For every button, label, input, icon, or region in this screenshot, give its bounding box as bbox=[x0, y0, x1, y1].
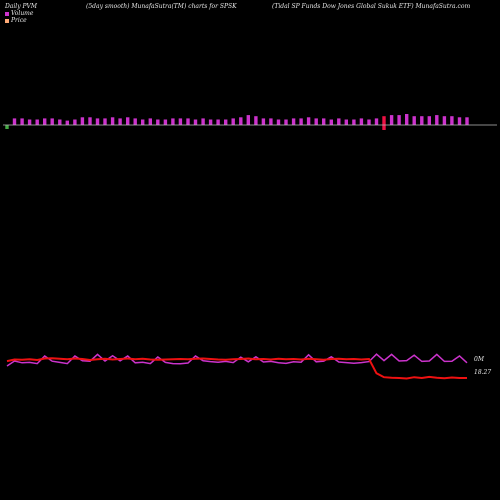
volume-bar bbox=[397, 115, 401, 125]
volume-bar bbox=[344, 119, 348, 125]
legend-volume-swatch bbox=[5, 11, 9, 16]
volume-bar bbox=[156, 119, 160, 125]
volume-bar bbox=[457, 117, 462, 125]
volume-bar bbox=[186, 118, 190, 125]
volume-bar bbox=[435, 115, 439, 125]
volume-bar bbox=[208, 119, 213, 125]
volume-bar bbox=[374, 118, 379, 125]
volume-bar bbox=[405, 114, 409, 125]
volume-bar bbox=[239, 117, 243, 125]
volume-bar bbox=[359, 118, 364, 125]
volume-bar bbox=[276, 119, 281, 125]
volume-bar bbox=[148, 118, 152, 125]
volume-bar bbox=[103, 118, 107, 125]
volume-bar bbox=[442, 116, 447, 125]
volume-bar bbox=[352, 119, 356, 125]
volume-bar bbox=[427, 116, 431, 125]
volume-bar bbox=[465, 117, 469, 125]
legend-price-swatch bbox=[5, 18, 9, 23]
volume-bar bbox=[5, 125, 9, 129]
volume-value-label: 0M bbox=[474, 356, 484, 363]
volume-bar bbox=[95, 118, 100, 125]
volume-bar bbox=[231, 118, 235, 125]
volume-bar bbox=[329, 119, 333, 125]
volume-bar bbox=[141, 119, 145, 125]
volume-bar bbox=[50, 118, 54, 125]
volume-bar bbox=[246, 115, 250, 125]
price-line bbox=[6, 357, 467, 380]
volume-bar bbox=[110, 117, 115, 125]
volume-bar bbox=[254, 116, 258, 125]
volume-bar bbox=[35, 119, 39, 125]
legend-price-label: Price bbox=[11, 17, 27, 24]
chart-header-right: (Tidal SP Funds Dow Jones Global Sukuk E… bbox=[272, 3, 471, 10]
volume-bar bbox=[73, 119, 77, 125]
volume-bars bbox=[5, 114, 469, 130]
volume-bar bbox=[88, 117, 92, 125]
volume-bar bbox=[322, 118, 326, 125]
volume-bar bbox=[58, 119, 62, 125]
chart-header-center: (5day smooth) MunafaSutra(TM) charts for… bbox=[86, 3, 237, 10]
price-value-label: 18.27 bbox=[474, 369, 492, 376]
volume-bar bbox=[193, 119, 198, 125]
volume-bar bbox=[178, 118, 183, 125]
volume-bar bbox=[133, 118, 137, 125]
volume-bar bbox=[163, 119, 168, 125]
volume-bar bbox=[201, 118, 205, 125]
volume-bar bbox=[65, 120, 69, 125]
legend-volume: Volume bbox=[5, 10, 33, 17]
volume-bar bbox=[12, 118, 17, 125]
volume-bar bbox=[171, 118, 175, 125]
legend-volume-label: Volume bbox=[11, 10, 34, 17]
volume-bar bbox=[43, 118, 47, 125]
volume-bar bbox=[284, 119, 288, 125]
volume-bar bbox=[306, 117, 311, 125]
volume-bar bbox=[299, 118, 303, 125]
volume-bar bbox=[420, 116, 424, 125]
volume-bar bbox=[118, 118, 122, 125]
volume-bar bbox=[126, 117, 130, 125]
volume-bar bbox=[224, 119, 228, 125]
volume-bar bbox=[269, 118, 273, 125]
volume-bar bbox=[337, 118, 341, 125]
volume-bar bbox=[382, 116, 386, 130]
volume-bar bbox=[27, 119, 32, 125]
volume-bar bbox=[291, 118, 296, 125]
volume-bar bbox=[216, 119, 220, 125]
volume-bar bbox=[314, 118, 318, 125]
volume-bar bbox=[389, 115, 394, 125]
volume-bar bbox=[367, 119, 371, 125]
chart-header-left: Daily PVM bbox=[5, 3, 38, 10]
volume-bar bbox=[412, 116, 416, 125]
volume-bar bbox=[261, 118, 266, 125]
volume-bar bbox=[20, 118, 24, 125]
volume-bar bbox=[80, 117, 85, 125]
volume-bar bbox=[450, 116, 454, 125]
legend-price: Price bbox=[5, 17, 27, 24]
